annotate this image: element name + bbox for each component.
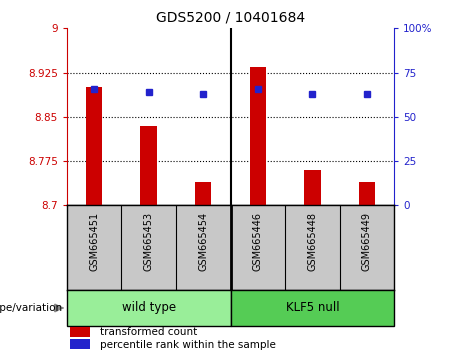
Bar [359,182,375,205]
Text: GSM665453: GSM665453 [144,212,154,271]
Text: GSM665454: GSM665454 [198,212,208,271]
Bar [67,290,230,326]
Text: KLF5 null: KLF5 null [285,302,339,314]
Text: wild type: wild type [122,302,176,314]
Text: GSM665451: GSM665451 [89,212,99,271]
Text: genotype/variation: genotype/variation [0,303,62,313]
Bar [70,339,90,349]
Bar [86,87,102,205]
Title: GDS5200 / 10401684: GDS5200 / 10401684 [156,10,305,24]
Bar [141,126,157,205]
Text: GSM665449: GSM665449 [362,212,372,271]
Bar [304,170,320,205]
Text: transformed count: transformed count [100,327,197,337]
Bar [249,67,266,205]
Bar [70,327,90,337]
Text: GSM665446: GSM665446 [253,212,263,271]
Text: percentile rank within the sample: percentile rank within the sample [100,339,276,350]
Bar [230,290,394,326]
Bar [195,182,212,205]
Text: GSM665448: GSM665448 [307,212,317,271]
